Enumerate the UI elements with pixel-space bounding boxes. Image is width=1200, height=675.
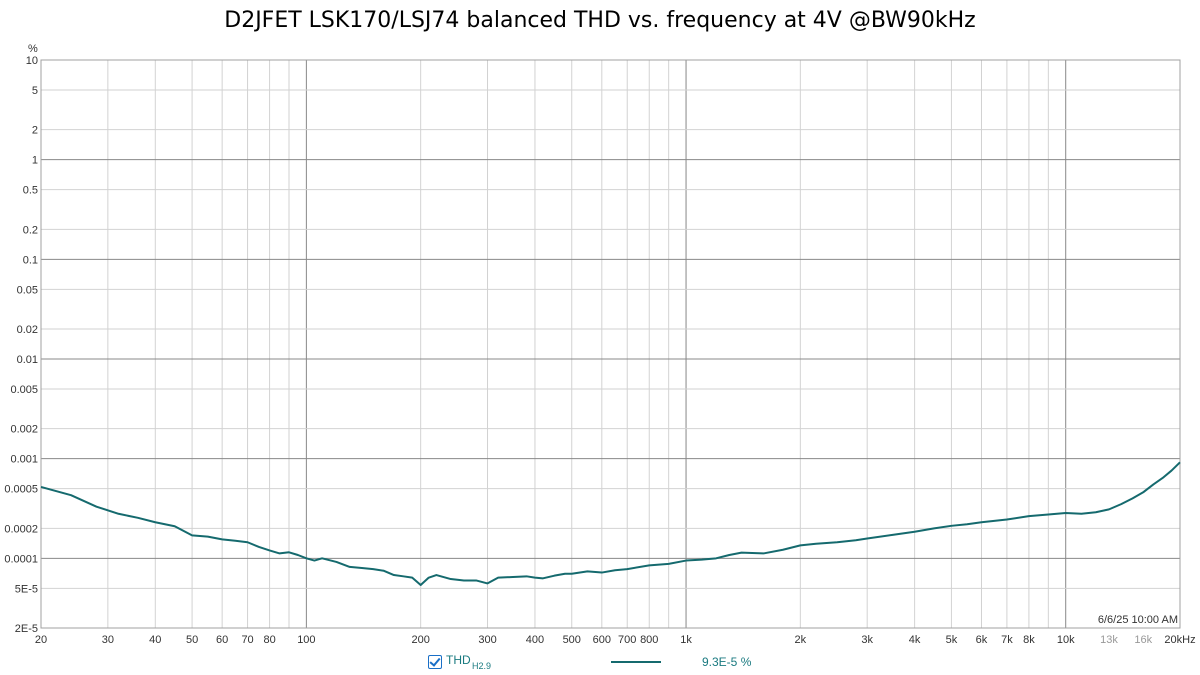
y-tick-label: 0.0005 <box>4 484 38 496</box>
y-axis: 10 5 2 1 0.5 0.2 0.1 0.05 0.02 0.01 0.005 0.002 0.00… <box>4 55 38 635</box>
x-tick-label: 4k <box>909 634 921 646</box>
x-tick-label: 20kHz <box>1164 634 1195 646</box>
y-tick-label: 0.1 <box>23 254 38 266</box>
y-tick-label: 0.0001 <box>4 553 38 565</box>
plot-area <box>40 59 1181 629</box>
x-tick-label: 1k <box>680 634 692 646</box>
x-tick-label: 3k <box>861 634 873 646</box>
x-tick-label: 16k <box>1134 634 1152 646</box>
x-tick-label: 13k <box>1100 634 1118 646</box>
x-tick-label: 40 <box>149 634 161 646</box>
y-axis-unit-label: % <box>28 43 38 55</box>
y-tick-label: 0.02 <box>17 324 38 336</box>
x-tick-label: 200 <box>411 634 429 646</box>
x-tick-label: 5k <box>946 634 958 646</box>
grid <box>40 59 1181 629</box>
x-tick-label: 50 <box>186 634 198 646</box>
y-tick-label: 0.001 <box>10 454 38 466</box>
x-tick-label: 6k <box>976 634 988 646</box>
timestamp: 6/6/25 10:00 AM <box>1098 614 1178 626</box>
y-tick-label: 10 <box>26 55 38 67</box>
x-tick-label: 8k <box>1023 634 1035 646</box>
legend-value: 9.3E-5 % <box>702 655 752 669</box>
legend-checkbox[interactable] <box>428 655 442 669</box>
traces <box>40 461 1181 587</box>
x-tick-label: 10k <box>1057 634 1075 646</box>
x-tick-label: 400 <box>526 634 544 646</box>
x-tick-label: 80 <box>263 634 275 646</box>
legend-series-subscript: H2.9 <box>472 661 492 671</box>
x-tick-label: 70 <box>241 634 253 646</box>
y-tick-label: 5 <box>32 85 38 97</box>
y-tick-label: 0.05 <box>17 284 38 296</box>
x-tick-label: 800 <box>640 634 658 646</box>
chart-title: D2JFET LSK170/LSJ74 balanced THD vs. fre… <box>224 8 976 33</box>
x-tick-label: 300 <box>478 634 496 646</box>
y-tick-label: 0.2 <box>23 224 38 236</box>
x-tick-label: 20 <box>35 634 47 646</box>
legend-line-swatch <box>611 661 661 663</box>
x-axis: 20 30 40 50 60 70 80 100 200 300 400 500 600 700 800 1k… <box>35 634 1196 646</box>
y-tick-label: 0.005 <box>10 384 38 396</box>
y-tick-label: 0.01 <box>17 354 38 366</box>
y-tick-label: 0.002 <box>10 424 38 436</box>
thd-series-line <box>40 461 1181 587</box>
x-tick-label: 500 <box>563 634 581 646</box>
legend: THD H2.9 9.3E-5 % <box>0 652 1200 674</box>
y-tick-label: 0.5 <box>23 185 38 197</box>
x-tick-label: 60 <box>216 634 228 646</box>
y-tick-label: 1 <box>32 155 38 167</box>
legend-series-name: THD <box>446 653 471 667</box>
y-tick-label: 5E-5 <box>15 583 38 595</box>
x-tick-label: 700 <box>618 634 636 646</box>
x-tick-label: 7k <box>1001 634 1013 646</box>
y-tick-label: 0.0002 <box>4 523 38 535</box>
x-tick-label: 30 <box>102 634 114 646</box>
x-tick-label: 2k <box>795 634 807 646</box>
x-tick-label: 100 <box>297 634 315 646</box>
y-tick-label: 2E-5 <box>15 623 38 635</box>
y-tick-label: 2 <box>32 125 38 137</box>
x-tick-label: 600 <box>593 634 611 646</box>
